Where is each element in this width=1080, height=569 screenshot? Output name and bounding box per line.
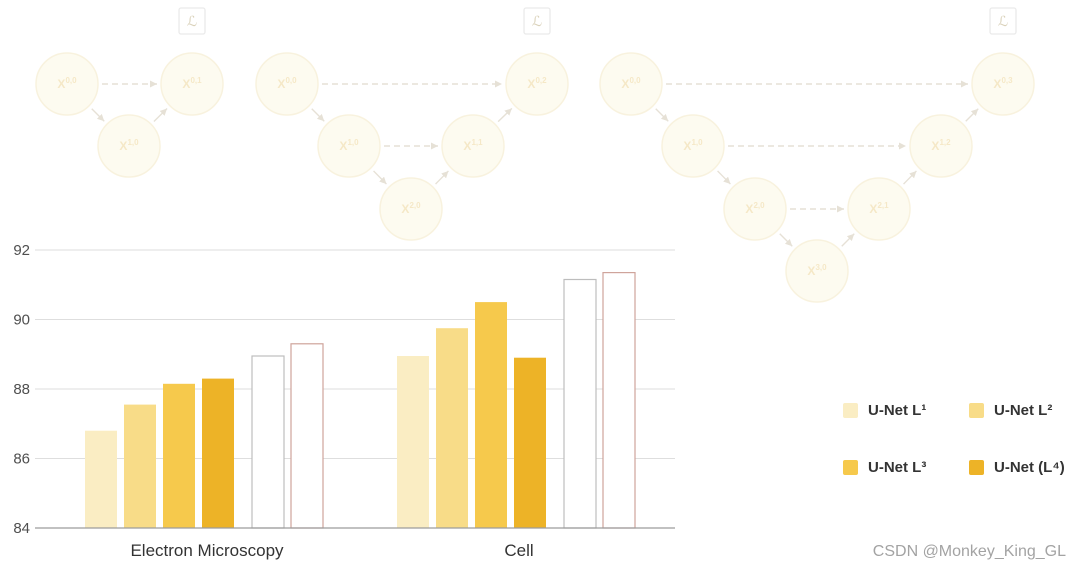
node-label: X0,3 — [993, 76, 1013, 91]
loss-box — [989, 7, 1017, 35]
bar — [475, 302, 507, 528]
bar — [202, 378, 234, 528]
x-category-label: Electron Microscopy — [130, 541, 284, 560]
down-up-arrow — [311, 108, 325, 122]
legend-item: U-Net L³ — [843, 459, 969, 476]
bar — [85, 430, 117, 528]
bar — [397, 356, 429, 528]
loss-label: ℒ — [998, 13, 1008, 29]
y-tick-label: 86 — [13, 451, 30, 468]
down-up-arrow — [91, 108, 105, 122]
node-circle — [441, 114, 505, 178]
node-label: X1,0 — [683, 138, 703, 153]
node-label: X2,1 — [869, 201, 889, 216]
node-circle — [97, 114, 161, 178]
loss-box — [523, 7, 551, 35]
legend-swatch — [843, 460, 858, 475]
down-up-arrow — [841, 233, 855, 247]
y-tick-label: 84 — [13, 520, 30, 537]
loss-label: ℒ — [187, 13, 197, 29]
down-up-arrow — [965, 108, 979, 122]
node-label: X1,0 — [339, 138, 359, 153]
node-circle — [317, 114, 381, 178]
node-circle — [505, 52, 569, 116]
down-up-arrow — [497, 107, 513, 123]
legend-swatch — [969, 403, 984, 418]
down-up-arrow — [373, 170, 387, 185]
bar — [563, 278, 597, 529]
legend-swatch — [843, 403, 858, 418]
legend-item: U-Net L¹ — [843, 402, 969, 419]
node-circle — [35, 52, 99, 116]
watermark: CSDN @Monkey_King_GL — [872, 543, 1066, 560]
legend-label: U-Net L³ — [868, 459, 927, 476]
node-label: X0,0 — [621, 76, 641, 91]
node-label: X1,1 — [463, 138, 483, 153]
unet-l2-graph: X0,0 X1,0 X2,0 X1,1 X0,2 ℒ — [255, 7, 569, 241]
y-tick-label: 88 — [13, 381, 30, 398]
unet-l3-graph: X0,0 X1,0 X2,0 X3,0 X2,1 X1,2 X0,3 ℒ — [599, 7, 1035, 303]
node-circle — [847, 177, 911, 241]
node-circle — [160, 52, 224, 116]
legend: U-Net L¹ U-Net L² U-Net L³ U-Net (L⁴) — [843, 402, 1077, 476]
node-label: X2,0 — [745, 201, 765, 216]
bar — [163, 383, 195, 528]
node-label: X0,2 — [527, 76, 547, 91]
unet-architecture-diagrams: X0,0 X1,0 X0,1 ℒ X0,0 X1,0 X2,0 X1,1 X0,2 ℒ X0,0 X1… — [35, 7, 1035, 303]
node-label: X2,0 — [401, 201, 421, 216]
node-circle — [255, 52, 319, 116]
node-label: X0,1 — [182, 76, 202, 91]
down-up-arrow — [717, 170, 731, 185]
down-up-arrow — [779, 233, 793, 247]
node-circle — [909, 114, 973, 178]
legend-label: U-Net L² — [994, 402, 1053, 419]
legend-item: U-Net L² — [969, 402, 1077, 419]
node-circle — [661, 114, 725, 178]
node-label: X0,0 — [277, 76, 297, 91]
node-circle — [723, 177, 787, 241]
bar — [436, 328, 468, 528]
down-up-arrow — [655, 108, 669, 122]
node-label: X1,0 — [119, 138, 139, 153]
down-up-arrow — [903, 170, 917, 185]
y-tick-label: 90 — [13, 312, 30, 329]
down-up-arrow — [153, 108, 168, 122]
node-circle — [599, 52, 663, 116]
legend-label: U-Net L¹ — [868, 402, 927, 419]
legend-swatch — [969, 460, 984, 475]
node-circle — [785, 239, 849, 303]
node-circle — [971, 52, 1035, 116]
bar — [514, 357, 546, 528]
node-label: X3,0 — [807, 263, 827, 278]
loss-box — [178, 7, 206, 35]
node-circle — [379, 177, 443, 241]
bar — [124, 404, 156, 528]
bar — [290, 343, 324, 529]
legend-label: U-Net (L⁴) — [994, 459, 1065, 476]
node-label: X0,0 — [57, 76, 77, 91]
x-category-label: Cell — [504, 541, 533, 560]
node-label: X1,2 — [931, 138, 951, 153]
bar — [251, 355, 285, 529]
loss-label: ℒ — [532, 13, 542, 29]
down-up-arrow — [435, 170, 449, 185]
unet-l1-graph: X0,0 X1,0 X0,1 ℒ — [35, 7, 224, 178]
legend-item: U-Net (L⁴) — [969, 459, 1077, 476]
bar — [602, 272, 636, 529]
y-tick-label: 92 — [13, 242, 30, 259]
